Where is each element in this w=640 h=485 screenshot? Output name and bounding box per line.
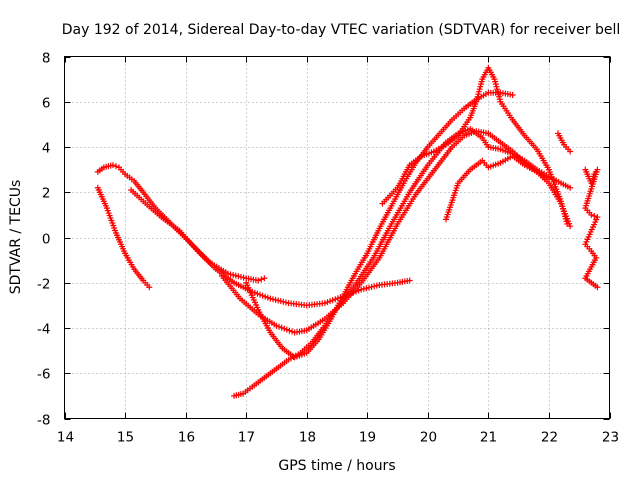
y-tick-label: 2 <box>42 186 51 202</box>
series-track-h <box>443 153 552 223</box>
y-tick-label: 0 <box>42 232 51 248</box>
series-track-j <box>582 166 601 291</box>
plot-frame <box>64 56 610 419</box>
y-tick-label: 8 <box>42 51 51 67</box>
data-point <box>406 277 413 284</box>
data-point <box>258 276 265 283</box>
y-tick-label: 4 <box>42 141 51 157</box>
y-tick-label: -2 <box>37 277 50 293</box>
series-track-i <box>555 130 574 155</box>
series-track-a <box>94 184 153 291</box>
x-axis-label: GPS time / hours <box>278 458 395 474</box>
x-tick-label: 20 <box>420 430 437 446</box>
data-point <box>564 220 571 227</box>
tick-layer: 14 15 16 17 18 19 20 21 22 23 -8 -6 -4 -2 0 2 4 6 8 <box>37 51 619 446</box>
x-tick-label: 17 <box>238 430 255 446</box>
x-tick-label: 22 <box>541 430 558 446</box>
y-axis-label: SDTVAR / TECUs <box>8 180 24 295</box>
data-point <box>594 284 601 291</box>
data-point <box>255 277 262 284</box>
data-point <box>567 148 574 155</box>
chart-title: Day 192 of 2014, Sidereal Day-to-day VTE… <box>62 22 621 38</box>
data-layer <box>94 64 601 399</box>
grid-layer <box>64 56 610 419</box>
x-tick-label: 21 <box>480 430 497 446</box>
data-point <box>509 91 516 98</box>
y-tick-label: -4 <box>37 322 50 338</box>
series-track-b <box>94 162 268 284</box>
data-point <box>545 175 552 182</box>
data-point <box>567 223 574 230</box>
data-point <box>591 213 598 220</box>
x-tick-label: 14 <box>57 430 74 446</box>
series-track-f <box>243 89 516 361</box>
data-point <box>146 284 153 291</box>
x-tick-label: 16 <box>178 430 195 446</box>
series-track-e <box>231 125 574 399</box>
x-tick-label: 23 <box>602 430 619 446</box>
y-tick-label: 6 <box>42 96 51 112</box>
y-tick-label: -6 <box>37 367 50 383</box>
series-track-g <box>379 64 571 227</box>
x-tick-label: 19 <box>359 430 376 446</box>
data-point <box>588 211 595 218</box>
x-tick-label: 15 <box>117 430 134 446</box>
data-point <box>567 184 574 191</box>
y-tick-label: -8 <box>37 413 50 429</box>
data-point <box>112 163 119 170</box>
data-point <box>109 162 116 169</box>
data-point <box>261 275 268 282</box>
x-tick-label: 18 <box>299 430 316 446</box>
